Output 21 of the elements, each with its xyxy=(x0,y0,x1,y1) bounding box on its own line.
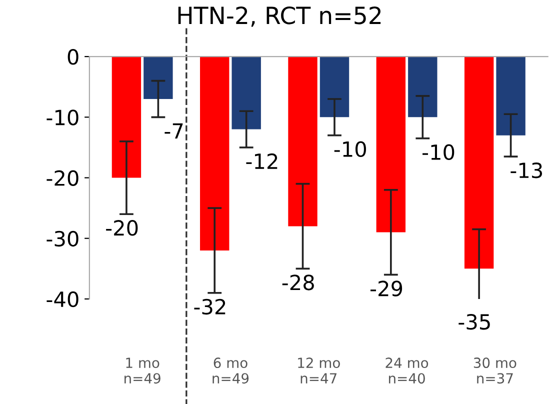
y-tick-label: -20 xyxy=(46,170,78,186)
x-tick-label: 1 mo n=49 xyxy=(124,358,160,384)
y-tick-label: 0 xyxy=(68,49,78,65)
x-tick-label: 24 mo n=40 xyxy=(386,358,428,384)
data-label: -7 xyxy=(164,123,183,139)
y-tick-label: -30 xyxy=(46,230,78,247)
y-tick-label: -10 xyxy=(46,110,78,126)
data-label: -12 xyxy=(246,153,278,169)
data-label: -29 xyxy=(370,280,402,296)
x-tick-label: 30 mo n=37 xyxy=(474,358,516,384)
data-label: -10 xyxy=(422,144,454,160)
data-label: -20 xyxy=(106,220,138,236)
data-label: -35 xyxy=(458,314,490,330)
y-tick-label: -40 xyxy=(46,291,78,308)
data-label: -13 xyxy=(510,162,542,178)
data-label: -32 xyxy=(194,298,226,315)
data-label: -28 xyxy=(282,274,314,290)
chart-title: HTN-2, RCT n=52 xyxy=(178,6,381,27)
data-label: -10 xyxy=(334,141,366,158)
x-tick-label: 12 mo n=47 xyxy=(298,358,340,384)
x-tick-label: 6 mo n=49 xyxy=(212,358,249,384)
